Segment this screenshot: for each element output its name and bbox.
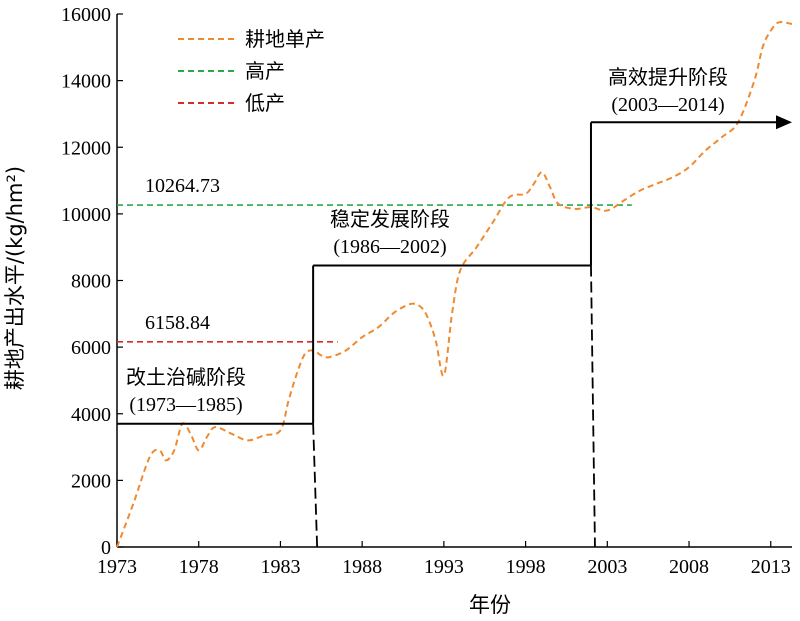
y-tick-label: 0	[101, 537, 111, 559]
stage-title: 稳定发展阶段	[330, 207, 450, 231]
y-tick-label: 2000	[71, 470, 111, 492]
x-tick-label: 1973	[97, 556, 137, 578]
stage-title: 改土治碱阶段	[126, 365, 246, 389]
y-tick-label: 14000	[61, 71, 111, 93]
stage-title: 高效提升阶段	[608, 65, 728, 89]
y-tick-label: 16000	[61, 4, 111, 26]
y-tick-label: 4000	[71, 404, 111, 426]
x-tick-label: 1998	[506, 556, 546, 578]
x-tick-label: 2013	[751, 556, 791, 578]
reference-line-label: 6158.84	[145, 312, 210, 334]
stage-boundary-line	[312, 423, 319, 548]
y-axis-title: 耕地产出水平/(kg/hm²)	[3, 166, 27, 390]
series-layer	[116, 21, 793, 548]
y-tick-label: 12000	[61, 137, 111, 159]
legend-label: 低产	[245, 91, 285, 115]
x-axis-title: 年份	[469, 593, 511, 617]
legend-label: 耕地单产	[245, 27, 325, 51]
reference-line-label: 10264.73	[145, 175, 220, 197]
x-tick-label: 1978	[179, 556, 219, 578]
y-tick-label: 10000	[61, 204, 111, 226]
x-tick-label: 2003	[587, 556, 627, 578]
x-tick-label: 1993	[424, 556, 464, 578]
x-tick-label: 2008	[669, 556, 709, 578]
stage-arrow-head	[776, 115, 792, 130]
stage-layer: 改土治碱阶段 (1973—1985) 稳定发展阶段 (1986—2002) 高效提升阶段…	[117, 65, 792, 548]
legend-label: 高产	[245, 59, 285, 83]
y-tick-label: 6000	[71, 337, 111, 359]
reference-lines: 10264.73 6158.84	[117, 175, 632, 343]
stage-boundary-line	[590, 265, 596, 548]
stage-period: (1973—1985)	[129, 394, 242, 416]
x-tick-label: 1983	[260, 556, 300, 578]
axes-layer: 0 2000 4000 6000 8000 10000 12000 14000 16000 197…	[61, 4, 792, 578]
series-line	[116, 21, 793, 548]
stage-period: (2003—2014)	[611, 94, 724, 116]
x-tick-label: 1988	[342, 556, 382, 578]
stage-period: (1986—2002)	[333, 236, 446, 258]
y-tick-label: 8000	[71, 271, 111, 293]
